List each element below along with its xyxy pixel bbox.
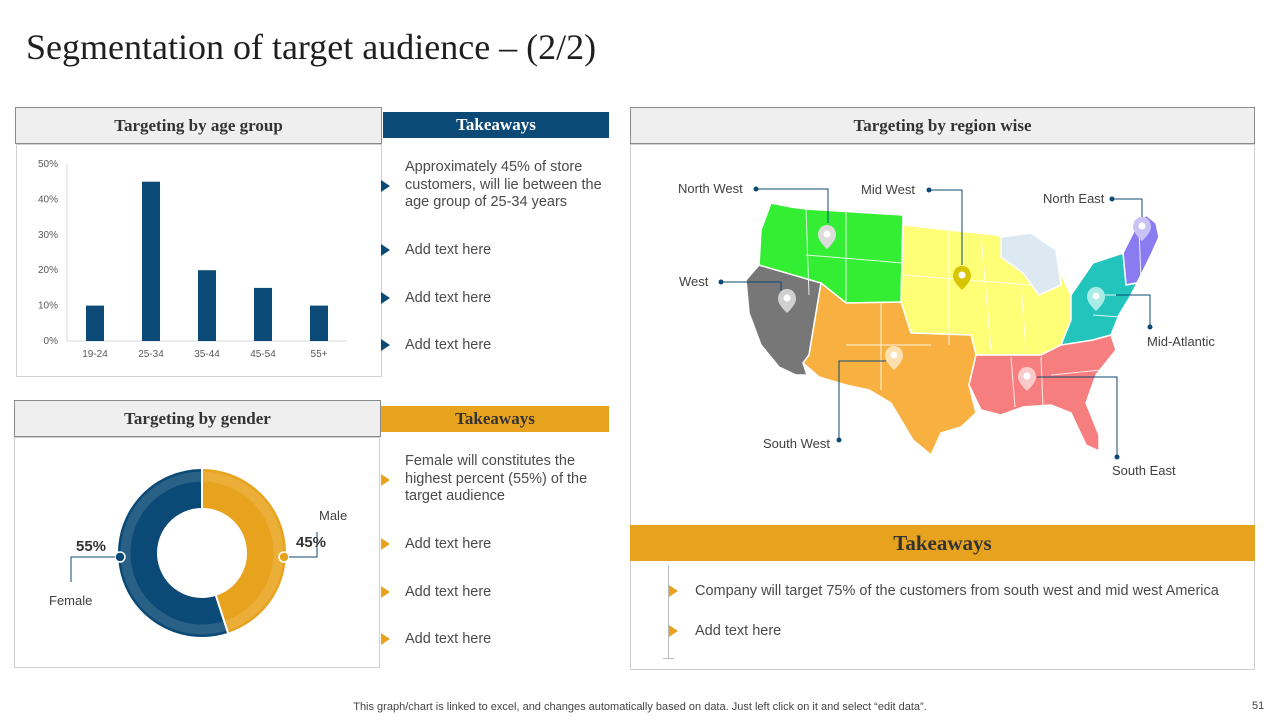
bar-y-tick-label: 50%	[38, 159, 58, 170]
region-map-box: North West Mid West North East West Mid-…	[630, 144, 1255, 670]
bullet-arrow-icon	[381, 180, 390, 192]
page-title: Segmentation of target audience – (2/2)	[26, 27, 597, 67]
label-north-west: North West	[678, 181, 743, 196]
donut-highlight-ring	[120, 471, 284, 635]
bullet-arrow-icon	[381, 244, 390, 256]
region-takeaway-rule	[668, 565, 669, 659]
bullet-arrow-icon	[381, 474, 390, 486]
bar-x-tick-label: 35-44	[194, 349, 220, 360]
region-takeaway-2: Add text here	[695, 623, 782, 639]
leader-dots	[718, 186, 1153, 460]
pin-west-icon	[778, 289, 796, 313]
bar-y-tick-label: 20%	[38, 265, 58, 276]
bar-y-tick-label: 10%	[38, 301, 58, 312]
bar-y-tick-label: 40%	[38, 194, 58, 205]
gender-panel-heading: Targeting by gender	[14, 400, 381, 437]
region-panel-heading: Targeting by region wise	[630, 107, 1255, 144]
bar-x-tick-label: 45-54	[250, 349, 276, 360]
bar-45-54	[254, 287, 272, 341]
region-panel-heading-text: Targeting by region wise	[853, 115, 1032, 135]
pin-mid-west-icon	[953, 266, 971, 290]
donut-leader-line	[70, 556, 115, 582]
age-takeaways-list: Approximately 45% of store customers, wi…	[380, 158, 620, 368]
age-takeaways-heading: Takeaways	[383, 112, 609, 138]
label-mid-atlantic: Mid-Atlantic	[1147, 334, 1215, 349]
age-panel-heading: Targeting by age group	[15, 107, 382, 144]
bar-x-tick-label: 55+	[311, 349, 328, 360]
great-lakes	[1000, 232, 1062, 296]
bullet-arrow-icon	[381, 633, 390, 645]
bar-x-tick-label: 25-34	[138, 349, 164, 360]
bullet-arrow-icon	[381, 292, 390, 304]
gender-takeaways-heading-text: Takeaways	[455, 409, 535, 428]
donut-slice-female	[116, 466, 230, 639]
region-takeaways-heading-text: Takeaways	[893, 530, 992, 555]
bar-y-tick-label: 0%	[44, 336, 59, 347]
gender-panel-heading-text: Targeting by gender	[124, 408, 271, 428]
pin-mid-atlantic-icon	[1087, 287, 1105, 311]
pin-north-west-icon	[818, 225, 836, 249]
bullet-arrow-icon	[381, 339, 390, 351]
gender-chart-box: 45% 55% Male Female	[14, 437, 380, 668]
gender-takeaway-4: Add text here	[405, 631, 492, 647]
male-label: Male	[319, 508, 348, 523]
gender-takeaway-1: Female will constitutes the highest perc…	[405, 453, 588, 504]
region-takeaways-heading: Takeaways	[630, 525, 1255, 561]
bullet-arrow-icon	[381, 538, 390, 550]
gender-takeaway-3: Add text here	[405, 584, 492, 600]
age-takeaway-4: Add text here	[405, 337, 492, 353]
bar-19-24	[86, 305, 104, 341]
bullet-arrow-icon	[381, 586, 390, 598]
page-number: 51	[1252, 700, 1265, 712]
bar-25-34	[142, 181, 160, 341]
bar-y-tick-label: 30%	[38, 230, 58, 241]
leader-lines	[721, 188, 1151, 457]
donut-marker-male	[278, 551, 290, 563]
bar-55+	[310, 305, 328, 341]
gender-takeaway-2: Add text here	[405, 536, 492, 552]
pin-south-west-icon	[885, 346, 903, 370]
us-region-map	[718, 186, 1160, 460]
bar-x-tick-label: 19-24	[82, 349, 108, 360]
label-south-west: South West	[763, 436, 830, 451]
age-takeaway-2: Add text here	[405, 242, 492, 258]
donut-leader-line	[289, 532, 318, 558]
gender-takeaways-list: Female will constitutes the highest perc…	[380, 453, 620, 663]
gender-donut-chart: 45% 55%	[70, 466, 326, 639]
region-takeaway-1: Company will target 75% of the customers…	[695, 583, 1219, 599]
pin-south-east-icon	[1018, 367, 1036, 391]
label-mid-west: Mid West	[861, 182, 915, 197]
age-takeaway-1: Approximately 45% of store customers, wi…	[405, 159, 602, 210]
donut-value-label: 55%	[76, 538, 106, 555]
region-south-west	[801, 281, 977, 457]
gender-takeaways-heading: Takeaways	[381, 406, 609, 432]
age-takeaways-heading-text: Takeaways	[456, 115, 536, 134]
age-panel-heading-text: Targeting by age group	[114, 115, 283, 135]
bullet-arrow-icon	[669, 625, 678, 637]
label-west: West	[679, 274, 709, 289]
donut-value-label: 45%	[296, 534, 326, 551]
bar-35-44	[198, 270, 216, 341]
pin-north-east-icon	[1133, 217, 1151, 241]
label-south-east: South East	[1112, 463, 1176, 478]
donut-slice-male	[201, 466, 288, 636]
age-chart-box: 0% 10% 20% 30% 40% 50% 19-24 25-34 35-44 45-54 55+	[16, 144, 382, 377]
donut-marker-female	[114, 551, 126, 563]
region-takeaway-rule-end	[663, 658, 674, 659]
label-north-east: North East	[1043, 191, 1105, 206]
bullet-arrow-icon	[669, 585, 678, 597]
age-takeaway-3: Add text here	[405, 290, 492, 306]
age-bar-chart: 0% 10% 20% 30% 40% 50% 19-24 25-34 35-44 45-54 55+	[38, 159, 347, 360]
footnote: This graph/chart is linked to excel, and…	[353, 701, 927, 713]
female-label: Female	[49, 593, 93, 608]
